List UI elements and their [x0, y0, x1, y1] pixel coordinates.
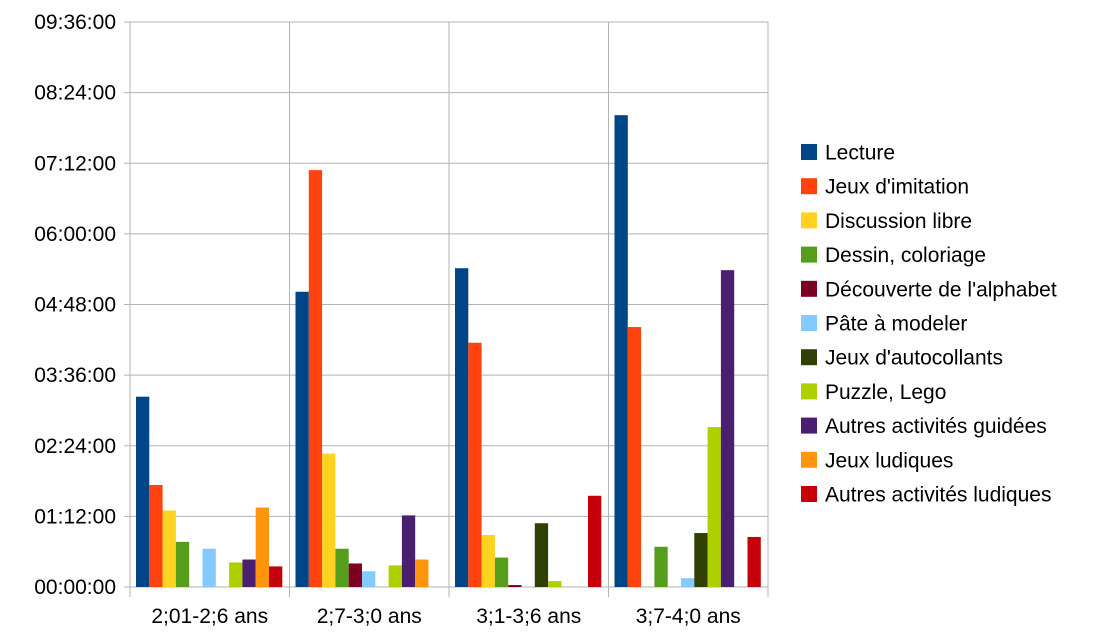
legend-label: Jeux ludiques: [825, 449, 953, 472]
bar: [149, 484, 163, 587]
bar: [136, 396, 150, 587]
bar: [322, 453, 336, 587]
y-tick-label: 07:12:00: [34, 152, 116, 175]
bar: [654, 546, 668, 587]
y-tick-label: 09:36:00: [34, 11, 116, 34]
y-tick-label: 01:12:00: [34, 505, 116, 528]
legend-swatch: [801, 280, 817, 297]
legend-label: Autres activités ludiques: [825, 484, 1051, 507]
legend-label: Jeux d'autocollants: [825, 347, 1003, 370]
bar: [175, 541, 190, 587]
gridlines: [129, 21, 769, 588]
bar: [468, 342, 482, 587]
axes: 00:00:00 01:12:00 02:24:00 03:36:00 04:48:00…: [34, 11, 769, 628]
legend-swatch: [801, 451, 817, 468]
bar: [508, 585, 522, 587]
legend-swatch: [801, 315, 817, 331]
bar: [255, 507, 269, 587]
bar: [534, 523, 549, 587]
legend-label: Autres activités guidées: [825, 415, 1047, 438]
bar: [348, 563, 362, 587]
bar: [162, 510, 176, 587]
y-tick-label: 06:00:00: [34, 223, 116, 246]
bar: [295, 291, 309, 587]
bar: [229, 562, 243, 587]
bar: [614, 115, 628, 587]
legend-label: Lecture: [825, 142, 895, 165]
bar: [308, 170, 323, 587]
bar: [401, 515, 416, 587]
x-tick-label: 2;7-3;0 ans: [317, 605, 422, 628]
y-tick-label: 00:00:00: [34, 576, 116, 599]
legend-label: Discussion libre: [825, 210, 972, 233]
bar: [548, 581, 562, 587]
legend-label: Jeux d'imitation: [825, 176, 969, 199]
bar: [694, 533, 708, 587]
bars: [136, 115, 761, 587]
legend-swatch: [801, 212, 817, 229]
legend-swatch: [801, 178, 817, 195]
bar: [747, 536, 761, 587]
bar: [269, 566, 283, 587]
bar: [627, 327, 642, 587]
x-tick-label: 2;01-2;6 ans: [151, 605, 268, 628]
y-tick-label: 04:48:00: [34, 294, 116, 317]
y-tick-label: 02:24:00: [34, 435, 116, 458]
bar: [681, 578, 695, 587]
legend-swatch: [801, 349, 817, 366]
bar: [242, 559, 256, 587]
legend: Lecture Jeux d'imitation Discussion libre D…: [801, 142, 1057, 507]
legend-swatch: [801, 144, 817, 160]
y-tick-label: 08:24:00: [34, 82, 116, 105]
x-tick-label: 3;1-3;6 ans: [476, 605, 581, 628]
bar: [494, 557, 509, 587]
legend-label: Puzzle, Lego: [825, 381, 946, 404]
legend-swatch: [801, 246, 817, 263]
bar: [707, 427, 721, 587]
bar: [335, 548, 349, 587]
legend-swatch: [801, 383, 817, 400]
bar: [388, 565, 402, 587]
bar: [588, 495, 602, 587]
legend-swatch: [801, 417, 817, 434]
x-tick-label: 3;7-4;0 ans: [636, 605, 741, 628]
bar: [202, 548, 216, 587]
legend-swatch: [801, 486, 817, 502]
y-tick-label: 03:36:00: [34, 364, 116, 387]
legend-label: Pâte à modeler: [825, 313, 967, 336]
bar: [415, 559, 429, 587]
bar: [362, 571, 376, 587]
legend-label: Découverte de l'alphabet: [825, 278, 1057, 301]
bar: [720, 270, 735, 587]
legend-label: Dessin, coloriage: [825, 244, 986, 267]
bar: [481, 535, 495, 587]
bar: [455, 268, 469, 587]
